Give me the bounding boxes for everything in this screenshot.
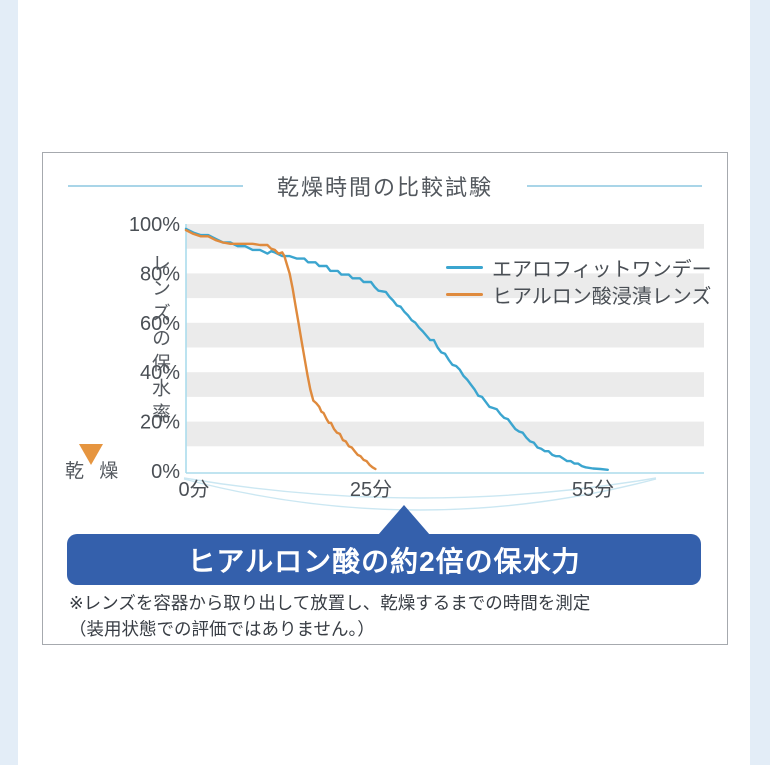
highlight-banner-text: ヒアルロン酸の約2倍の保水力 (187, 545, 581, 577)
legend-row-blue: エアロフィットワンデー (446, 254, 712, 281)
legend-swatch-blue (446, 266, 483, 269)
stripe-band (186, 421, 704, 447)
stripe-band (186, 273, 704, 299)
stripe-band (186, 224, 704, 249)
y-tick-label: 40% (140, 362, 180, 384)
x-tick-label: 0分 (178, 478, 209, 501)
baseline-arc-shallow (183, 477, 657, 499)
chart-title: 乾燥時間の比較試験 (277, 175, 494, 200)
comparison-line-chart: 100% 80% 60% 40% 20% 0%0分 25分 55分 (79, 214, 704, 535)
x-tick-label: 55分 (572, 478, 614, 501)
y-tick-label: 60% (140, 313, 180, 335)
stripe-band (186, 322, 704, 348)
y-tick-label: 20% (140, 412, 180, 434)
footnote: ※レンズを容器から取り出して放置し、乾燥するまでの時間を測定 （装用状態での評価… (69, 590, 590, 642)
series-line-blue (184, 227, 609, 471)
x-tick-label: 25分 (350, 478, 392, 501)
highlight-banner: ヒアルロン酸の約2倍の保水力 (67, 534, 701, 585)
stripe-band (186, 372, 704, 397)
title-divider-left (68, 185, 243, 187)
y-tick-label: 0% (151, 461, 180, 483)
chart-legend: エアロフィットワンデー ヒアルロン酸浸漬レンズ (446, 254, 712, 308)
legend-label-blue: エアロフィットワンデー (492, 259, 712, 281)
legend-label-orange: ヒアルロン酸浸漬レンズ (492, 286, 712, 308)
chart-card: 乾燥時間の比較試験 100% 80% 60% 40% 20% 0% 0分 25分 55分 レンズ… (42, 152, 728, 645)
y-axis-label: レンズの保水率 (149, 253, 170, 428)
legend-row-orange: ヒアルロン酸浸漬レンズ (446, 281, 712, 308)
title-row: 乾燥時間の比較試験 (68, 173, 703, 200)
plot-axes (185, 224, 704, 474)
page-left-strip (0, 0, 18, 765)
drying-direction-arrow-head (79, 444, 103, 465)
baseline-arc-deep (183, 478, 657, 511)
footnote-line-2: （装用状態での評価ではありません。） (69, 619, 375, 639)
legend-swatch-orange (446, 293, 483, 296)
plot-series (184, 227, 609, 471)
page-right-strip (750, 0, 770, 765)
y-tick-label: 100% (129, 214, 180, 236)
plot-tick-labels: 100% 80% 60% 40% 20% 0%0分 25分 55分 (129, 214, 614, 501)
banner-pointer-triangle (378, 505, 430, 535)
dry-state-label: 乾 燥 (65, 461, 124, 482)
title-divider-right (527, 185, 703, 187)
y-tick-label: 80% (140, 263, 180, 285)
plot-stripes (186, 224, 704, 447)
series-line-orange (184, 228, 377, 471)
footnote-line-1: ※レンズを容器から取り出して放置し、乾燥するまでの時間を測定 (69, 593, 591, 613)
